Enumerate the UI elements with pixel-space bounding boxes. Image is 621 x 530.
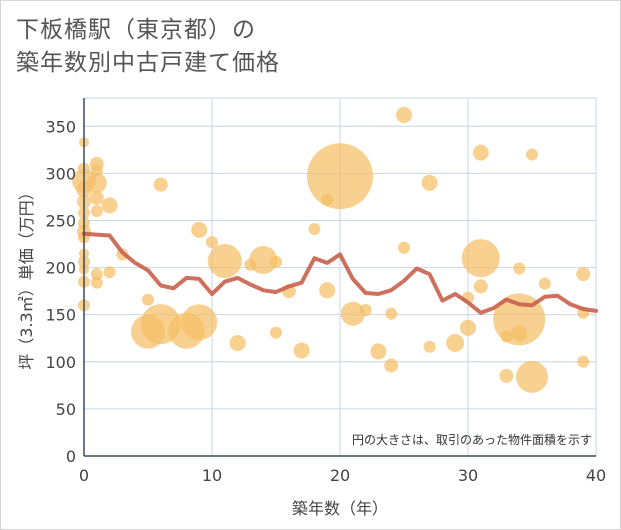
y-tick-label: 250: [45, 211, 76, 230]
y-tick-label: 300: [45, 164, 76, 183]
data-bubble: [359, 303, 372, 316]
data-bubble: [576, 267, 591, 282]
y-tick-label: 0: [66, 447, 76, 466]
x-tick-label: 40: [586, 466, 606, 485]
data-bubble: [229, 334, 246, 351]
y-tick-label: 350: [45, 117, 76, 136]
y-tick-label: 200: [45, 259, 76, 278]
data-bubble: [511, 325, 528, 342]
data-bubble: [293, 342, 310, 359]
data-bubble: [181, 304, 218, 341]
x-axis-label: 築年数（年）: [292, 499, 388, 518]
data-bubble: [153, 177, 168, 192]
data-bubble: [101, 197, 118, 214]
data-bubble: [206, 236, 218, 249]
data-bubble: [384, 358, 399, 373]
data-bubble: [319, 282, 336, 299]
data-bubble: [90, 268, 103, 281]
data-bubble: [249, 246, 278, 275]
data-bubble: [460, 319, 476, 336]
data-bubble: [270, 326, 282, 339]
y-tick-label: 50: [56, 400, 76, 419]
data-bubble: [207, 243, 242, 278]
x-tick-label: 30: [458, 466, 478, 485]
data-bubble: [370, 343, 387, 360]
data-bubble: [398, 241, 410, 254]
chart-title: 下板橋駅（東京都）の 築年数別中古戸建て価格: [16, 14, 280, 80]
x-tick-label: 10: [202, 466, 222, 485]
data-bubble: [340, 301, 365, 326]
data-bubble: [446, 333, 465, 352]
data-bubble: [307, 143, 373, 210]
title-line-1: 下板橋駅（東京都）の: [16, 17, 256, 43]
data-bubble: [577, 355, 590, 368]
data-bubble: [142, 293, 154, 306]
data-bubble: [421, 174, 438, 191]
size-annotation: 円の大きさは、取引のあった物件面積を示す: [352, 432, 592, 447]
data-bubble: [191, 221, 208, 238]
data-bubble: [396, 106, 412, 123]
data-bubble: [89, 190, 104, 205]
data-bubble: [270, 255, 282, 268]
data-bubble: [385, 307, 398, 320]
bubbles-group: [72, 106, 591, 393]
data-bubble: [103, 266, 116, 279]
x-tick-label: 0: [79, 466, 89, 485]
data-bubble: [526, 148, 538, 161]
data-bubble: [499, 368, 514, 383]
title-line-2: 築年数別中古戸建て価格: [16, 50, 280, 76]
y-tick-label: 150: [45, 306, 76, 325]
data-bubble: [86, 172, 107, 193]
data-bubble: [538, 277, 551, 290]
data-bubble: [513, 262, 526, 275]
x-tick-label: 20: [330, 466, 350, 485]
data-bubble: [516, 360, 548, 393]
data-bubble: [473, 279, 488, 294]
y-axis-label: 坪（3.3㎡）単価（万円）: [17, 184, 36, 369]
data-bubble: [308, 222, 321, 235]
data-bubble: [423, 340, 436, 353]
data-bubble: [90, 205, 103, 218]
data-bubble: [90, 276, 103, 289]
average-price-line: [82, 231, 598, 315]
data-bubble: [472, 144, 489, 161]
y-tick-label: 100: [45, 353, 76, 372]
data-bubble: [461, 239, 500, 278]
